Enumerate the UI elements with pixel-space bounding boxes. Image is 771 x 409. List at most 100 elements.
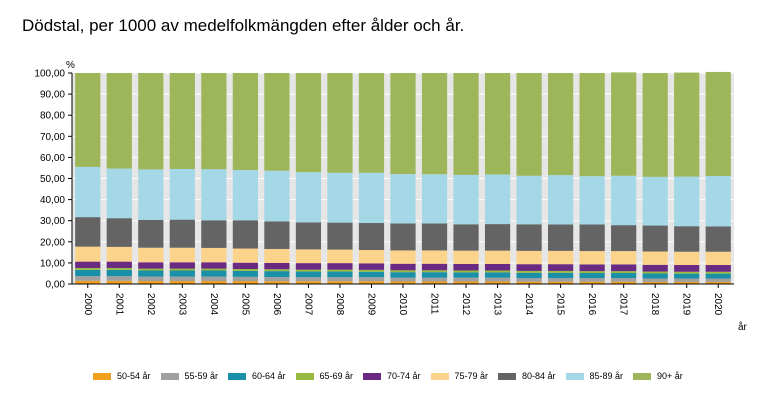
bar-stack-2005	[232, 73, 258, 284]
legend-item: 75-79 år	[430, 369, 489, 383]
bar-segment	[327, 281, 353, 284]
bar-segment	[579, 271, 605, 274]
legend-label: 50-54 år	[117, 371, 151, 381]
bar-segment	[358, 271, 385, 278]
bar-segment	[327, 222, 353, 250]
y-tick-label: 0,00	[46, 280, 66, 291]
bar-segment	[106, 276, 132, 281]
bar-segment	[295, 73, 322, 173]
bar-segment	[642, 225, 668, 252]
bar-segment	[674, 251, 700, 266]
bar-segment	[421, 277, 448, 282]
bar-segment	[548, 175, 574, 225]
bar-segment	[295, 277, 322, 282]
bar-segment	[75, 73, 101, 167]
bar-segment	[421, 270, 448, 273]
bar-segment	[390, 174, 416, 224]
bar-segment	[358, 269, 385, 272]
bar-segment	[642, 264, 668, 272]
bar-segment	[548, 250, 574, 265]
bar-segment	[421, 263, 448, 271]
bar-segment	[705, 265, 731, 272]
bar-segment	[611, 225, 637, 252]
y-tick-label: 40,00	[40, 195, 65, 206]
bar-segment	[75, 280, 101, 284]
bar-segment	[327, 269, 353, 272]
bar-segment	[201, 276, 227, 282]
bar-segment	[579, 281, 605, 284]
bar-segment	[705, 273, 731, 279]
bar-segment	[232, 220, 258, 249]
bar-segment	[579, 273, 605, 279]
bar-segment	[453, 263, 479, 271]
y-tick-label: 50,00	[40, 174, 65, 185]
bar-segment	[579, 224, 605, 252]
bar-segment	[705, 175, 731, 227]
bar-stack-2013	[484, 73, 511, 284]
bar-segment	[264, 281, 290, 284]
bar-stack-2020	[705, 71, 731, 284]
x-tick-label: 2002	[145, 293, 156, 316]
bar-segment	[484, 277, 511, 282]
bar-segment	[484, 263, 511, 271]
bar-segment	[390, 250, 416, 264]
bar-segment	[106, 267, 132, 270]
legend-item: 70-74 år	[363, 369, 421, 383]
bar-segment	[390, 263, 416, 271]
bar-segment	[169, 169, 195, 220]
y-tick-label: 100,00	[34, 69, 65, 80]
legend-label: 75-79 år	[454, 371, 489, 381]
bar-segment	[106, 218, 132, 247]
legend-item: 85-89 år	[565, 369, 623, 383]
stacked-bar-chart: 0,00 10,00 20,00 30,00 40,00 50,00 60,00 70,00 8…	[34, 60, 747, 333]
bar-segment	[201, 281, 227, 284]
bar-segment	[232, 270, 258, 277]
bar-segment	[75, 166, 101, 218]
bar-segment	[390, 73, 416, 175]
bar-segment	[611, 251, 637, 265]
bar-segment	[232, 281, 258, 284]
y-tick-label: 70,00	[40, 132, 65, 143]
bar-segment	[484, 224, 511, 251]
bar-stack-2010	[390, 73, 416, 284]
bar-segment	[579, 278, 605, 282]
bar-segment	[453, 270, 479, 273]
bar-segment	[611, 273, 637, 279]
bar-stack-2000	[75, 73, 101, 284]
bar-segment	[327, 172, 353, 223]
bar-segment	[264, 269, 290, 272]
bar-segment	[421, 174, 448, 224]
bar-segment	[264, 170, 290, 222]
bar-segment	[453, 224, 479, 251]
bar-segment	[327, 271, 353, 278]
x-tick-label: 2014	[523, 293, 534, 316]
bar-segment	[516, 272, 542, 279]
y-tick-label: 10,00	[40, 258, 65, 269]
bar-segment	[75, 276, 101, 281]
bar-segment	[358, 223, 385, 251]
bar-segment	[75, 261, 101, 268]
bar-segment	[169, 268, 195, 271]
bar-segment	[201, 268, 227, 271]
bar-segment	[674, 281, 700, 284]
bar-stack-2007	[295, 73, 322, 284]
bar-segment	[516, 264, 542, 271]
bar-segment	[484, 281, 511, 284]
bar-segment	[295, 263, 322, 270]
bar-segment	[138, 276, 164, 282]
bar-stack-2003	[169, 73, 195, 284]
bar-segment	[548, 264, 574, 271]
bar-segment	[201, 73, 227, 170]
x-tick-label: 2009	[365, 293, 376, 316]
bar-segment	[327, 277, 353, 282]
bar-segment	[138, 73, 164, 170]
bar-segment	[705, 226, 731, 252]
bar-segment	[705, 281, 731, 284]
bar-segment	[232, 248, 258, 263]
bar-segment	[705, 251, 731, 266]
bar-segment	[674, 176, 700, 227]
legend-item: 55-59 år	[160, 369, 218, 383]
bar-stack-2016	[579, 73, 605, 284]
bar-segment	[295, 281, 322, 284]
bar-segment	[358, 172, 385, 224]
